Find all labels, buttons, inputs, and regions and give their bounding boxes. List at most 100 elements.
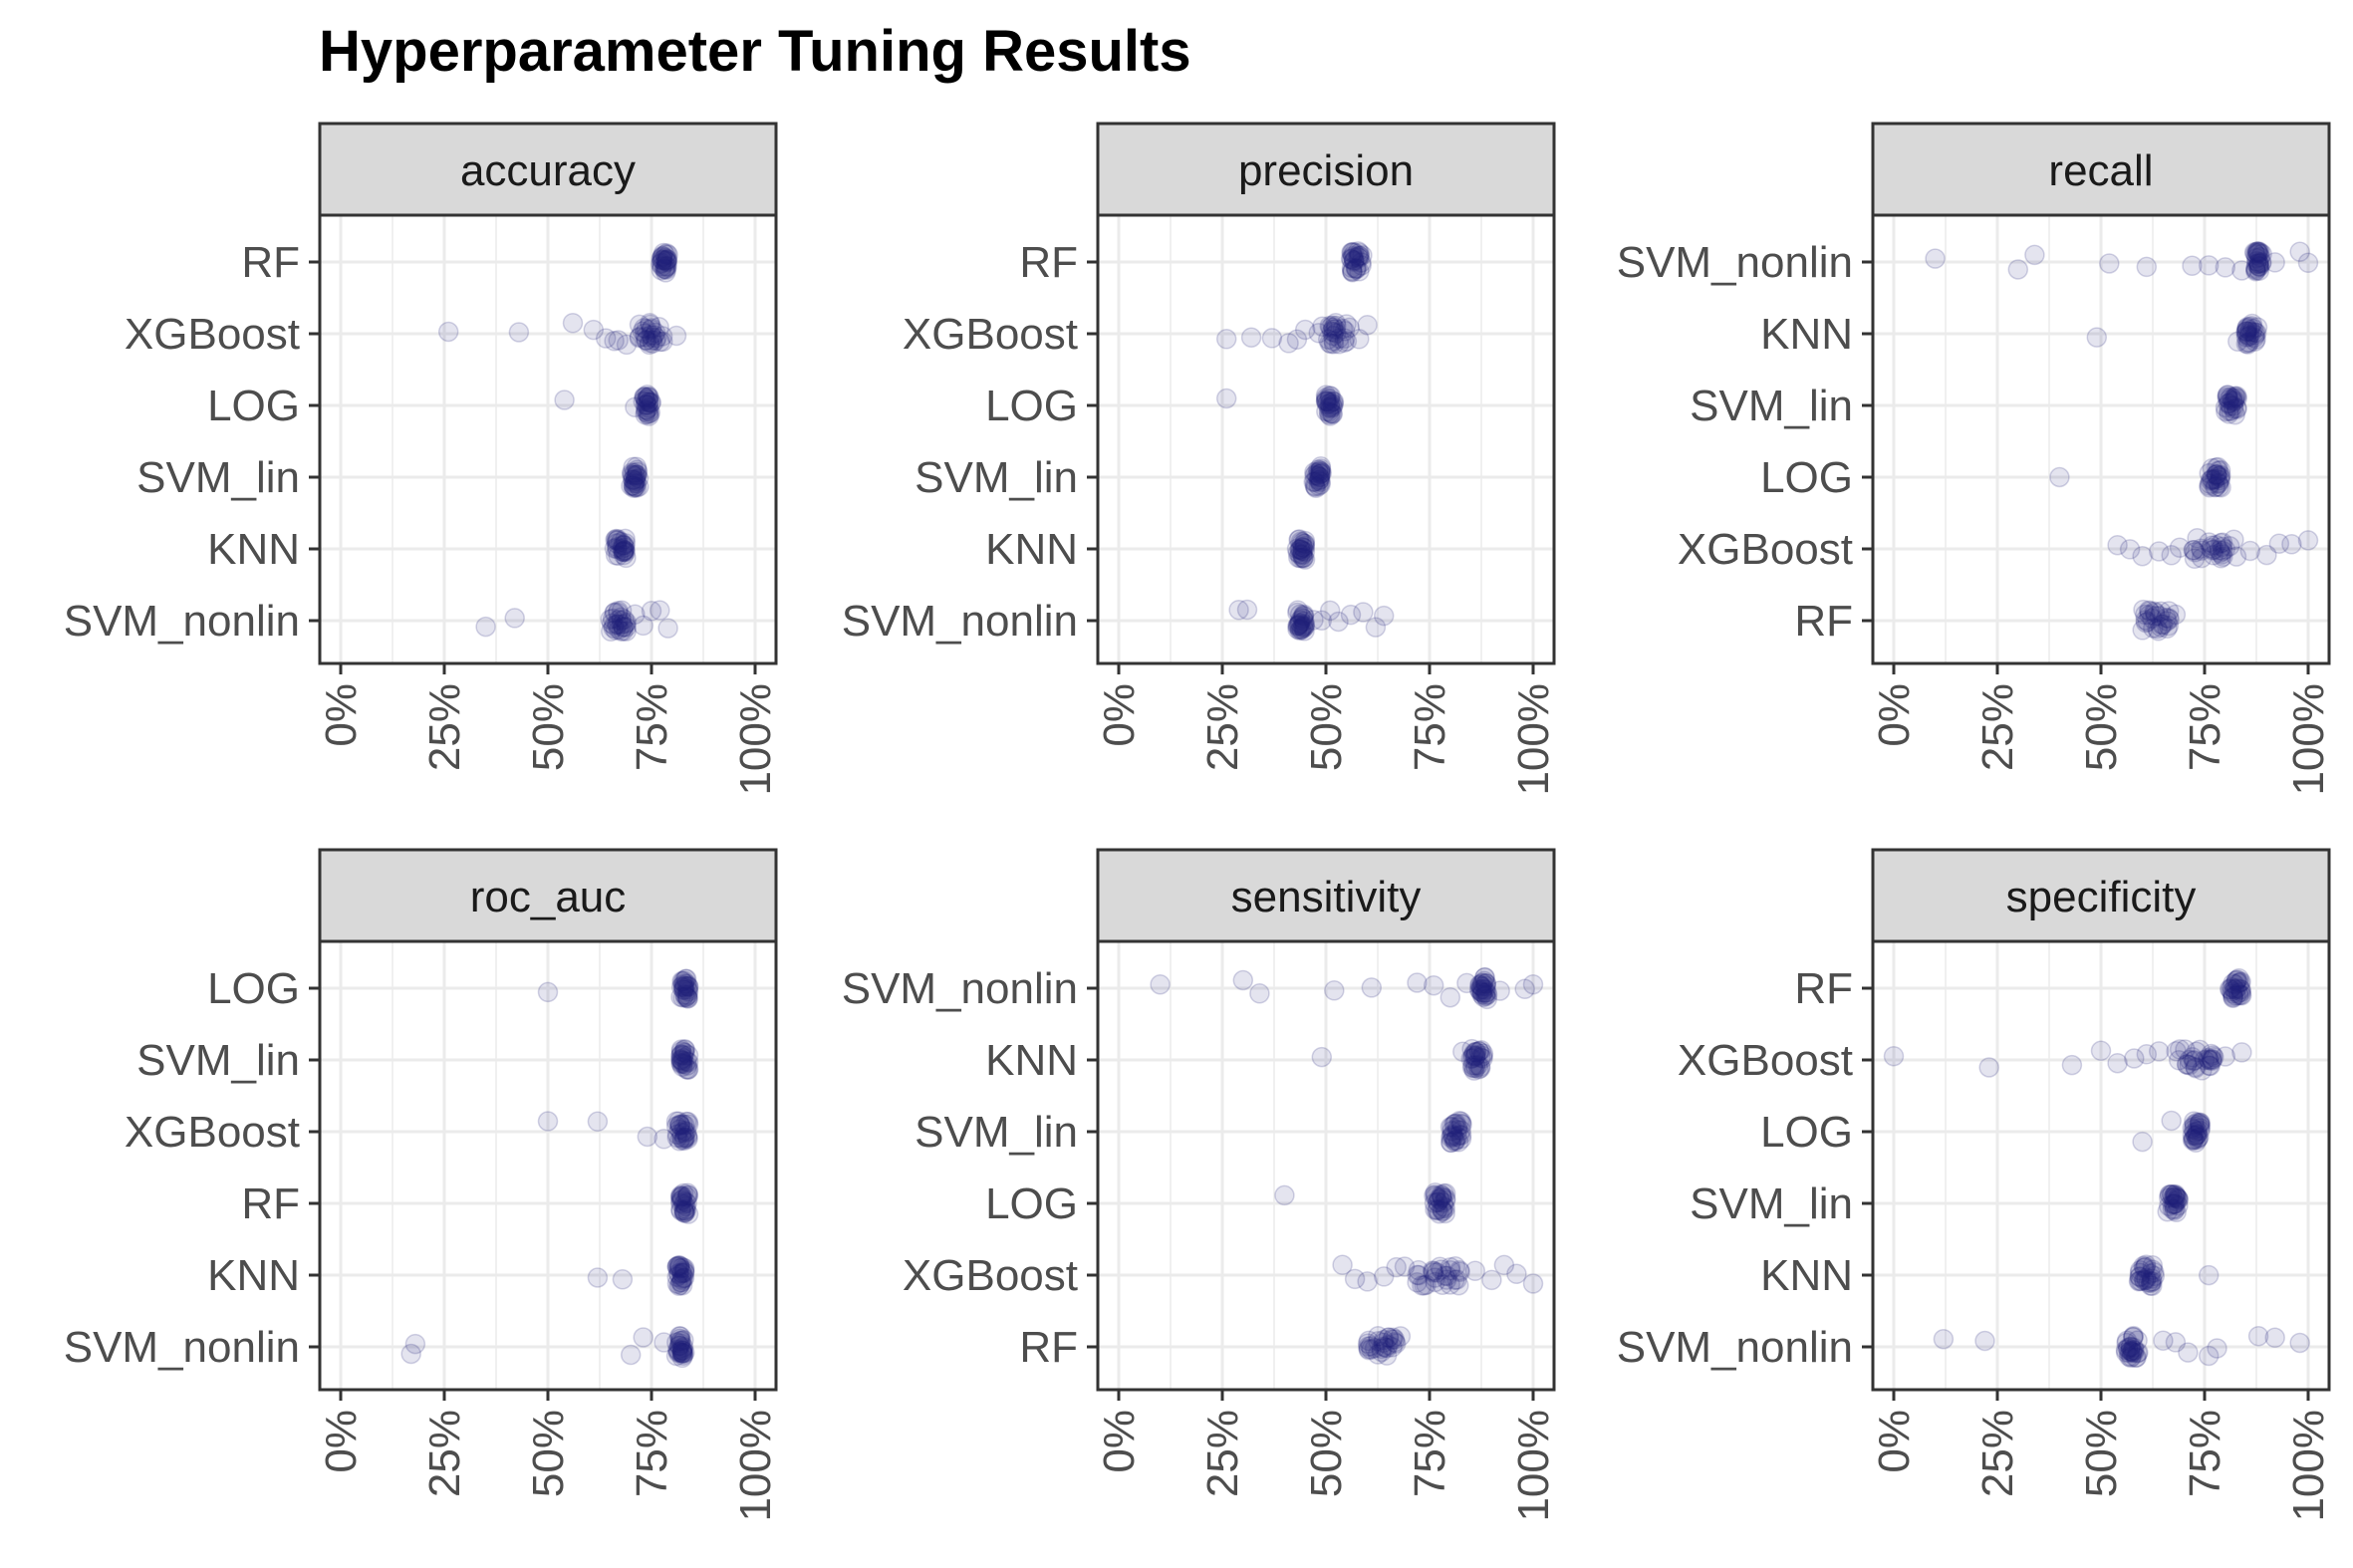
data-point — [2236, 319, 2258, 340]
data-point — [2231, 260, 2252, 281]
data-point — [2224, 979, 2246, 1000]
data-point — [1450, 1113, 1472, 1135]
data-point — [614, 534, 636, 556]
data-point — [2244, 331, 2265, 352]
data-point — [1452, 1041, 1473, 1062]
data-point — [2158, 615, 2180, 637]
data-point — [1442, 1126, 1464, 1147]
data-point — [612, 538, 633, 560]
data-point — [671, 1338, 693, 1359]
data-point — [2168, 1188, 2189, 1209]
data-point — [673, 1257, 695, 1279]
data-point — [1437, 1265, 1458, 1287]
data-point — [1390, 1326, 1412, 1347]
data-point — [2229, 971, 2250, 993]
data-point — [668, 1119, 690, 1140]
data-point — [2236, 318, 2257, 339]
data-point — [1289, 604, 1311, 626]
data-point — [1470, 978, 1492, 1000]
data-point — [1471, 982, 1493, 1003]
data-point — [608, 609, 630, 631]
data-point — [1289, 539, 1311, 560]
data-point — [1367, 1344, 1389, 1365]
data-point — [537, 1111, 559, 1132]
data-point — [1378, 1334, 1399, 1356]
data-point — [2119, 539, 2141, 560]
data-point — [2246, 317, 2268, 338]
y-tick-label: SVM_lin — [1690, 1179, 1853, 1228]
x-tick-label: 75% — [628, 683, 676, 771]
data-point — [1317, 393, 1338, 414]
data-point — [2167, 1187, 2188, 1209]
y-tick-label: SVM_lin — [1690, 382, 1853, 430]
data-point — [1425, 1184, 1445, 1205]
data-point — [2215, 396, 2236, 418]
facet-strip — [1871, 122, 2331, 217]
data-point — [2223, 529, 2244, 550]
data-point — [604, 603, 625, 624]
data-point — [677, 1184, 698, 1205]
data-point — [1323, 333, 1345, 355]
data-point — [1319, 332, 1340, 354]
data-point — [1471, 984, 1492, 1005]
facet-strip — [1871, 848, 2331, 943]
data-point — [613, 544, 635, 566]
data-point — [633, 1327, 654, 1348]
data-point — [1386, 1256, 1407, 1278]
data-point — [669, 1257, 691, 1279]
data-point — [604, 330, 625, 352]
data-point — [2164, 1184, 2186, 1205]
data-point — [2182, 1047, 2204, 1068]
data-point — [607, 529, 629, 550]
data-point — [2125, 1347, 2147, 1368]
data-point — [1446, 1269, 1467, 1290]
data-point — [654, 1332, 674, 1353]
data-point — [653, 249, 673, 271]
data-point — [1361, 977, 1383, 998]
y-tick-label: RF — [1019, 238, 1078, 287]
data-point — [1373, 1332, 1394, 1354]
data-point — [1340, 604, 1362, 626]
data-point — [2202, 469, 2222, 491]
data-point — [642, 330, 662, 351]
data-point — [608, 614, 629, 635]
data-point — [1433, 1200, 1453, 1222]
data-point — [1427, 1262, 1447, 1283]
data-point — [2211, 533, 2231, 554]
data-point — [2202, 468, 2222, 490]
data-point — [1373, 605, 1395, 627]
data-point — [651, 252, 672, 274]
data-point — [673, 1120, 695, 1142]
data-point — [636, 389, 656, 410]
data-point — [1274, 1184, 1295, 1206]
data-point — [2239, 321, 2260, 342]
data-point — [2007, 259, 2029, 280]
data-point — [1334, 332, 1355, 354]
data-point — [1310, 458, 1332, 479]
data-point — [633, 391, 654, 412]
data-point — [2204, 1047, 2224, 1068]
data-point — [1342, 245, 1364, 267]
data-point — [675, 1195, 696, 1217]
data-point — [655, 255, 676, 277]
y-tick-label: KNN — [985, 525, 1078, 574]
data-point — [1446, 1120, 1468, 1141]
data-point — [669, 1114, 690, 1136]
data-point — [1310, 471, 1331, 493]
data-point — [1309, 466, 1331, 488]
data-point — [642, 318, 662, 339]
data-point — [654, 1129, 674, 1150]
data-point — [611, 621, 632, 642]
data-point — [2210, 467, 2231, 489]
y-tick-label: LOG — [1760, 1108, 1853, 1157]
data-point — [2229, 978, 2250, 1000]
data-point — [615, 528, 636, 550]
data-point — [1357, 314, 1378, 336]
data-point — [671, 1268, 693, 1290]
data-point — [1308, 470, 1330, 492]
data-point — [2138, 1272, 2159, 1293]
data-point — [674, 984, 695, 1005]
data-point — [2199, 475, 2220, 496]
data-point — [652, 326, 673, 347]
data-point — [1357, 1271, 1378, 1292]
